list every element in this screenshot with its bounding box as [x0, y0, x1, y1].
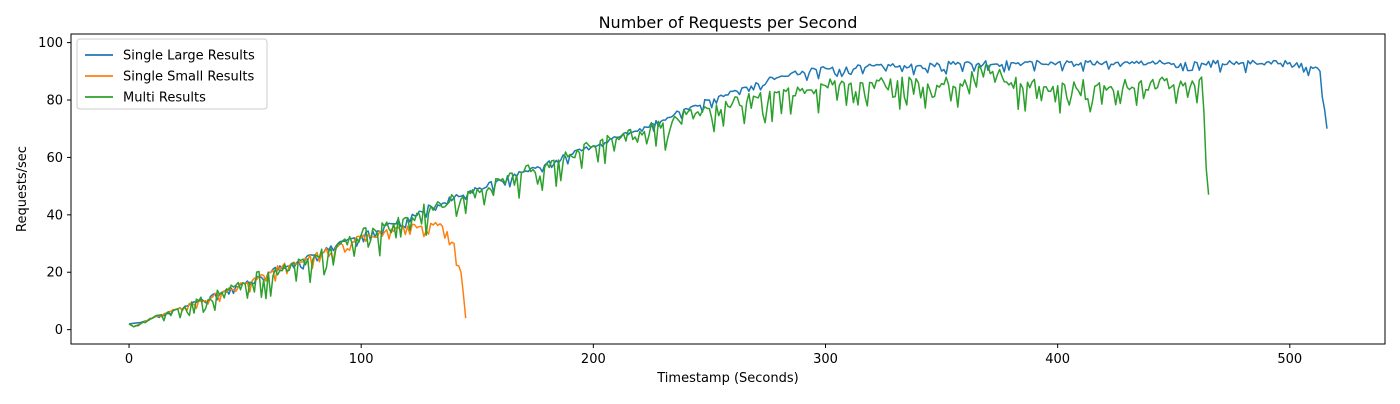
x-tick-label: 100: [349, 352, 374, 367]
legend-label: Multi Results: [123, 91, 206, 106]
y-tick-label: 100: [38, 36, 63, 51]
x-tick-label: 400: [1045, 352, 1070, 367]
legend-label: Single Small Results: [123, 70, 255, 85]
x-axis: 0 100 200 300 400 500: [125, 344, 1302, 367]
series-layer: [128, 59, 1328, 328]
y-axis: 0 20 40 60 80 100: [38, 36, 71, 338]
y-axis-label: Requests/sec: [15, 146, 30, 232]
legend: Single Large Results Single Small Results…: [76, 38, 268, 110]
plot-frame: [70, 33, 1386, 345]
x-axis-label: Timestamp (Seconds): [656, 371, 798, 386]
legend-label: Single Large Results: [123, 49, 255, 64]
y-tick-label: 20: [46, 266, 63, 281]
x-tick-label: 0: [125, 352, 133, 367]
x-tick-label: 500: [1277, 352, 1302, 367]
chart-title: Number of Requests per Second: [599, 13, 858, 32]
series-line: [128, 59, 1328, 325]
y-tick-label: 60: [46, 151, 63, 166]
series-line: [128, 64, 1210, 328]
y-tick-label: 0: [55, 323, 63, 338]
x-tick-label: 300: [813, 352, 838, 367]
legend-box: [76, 38, 268, 110]
x-tick-label: 200: [581, 352, 606, 367]
y-tick-label: 40: [46, 208, 63, 223]
y-tick-label: 80: [46, 94, 63, 109]
